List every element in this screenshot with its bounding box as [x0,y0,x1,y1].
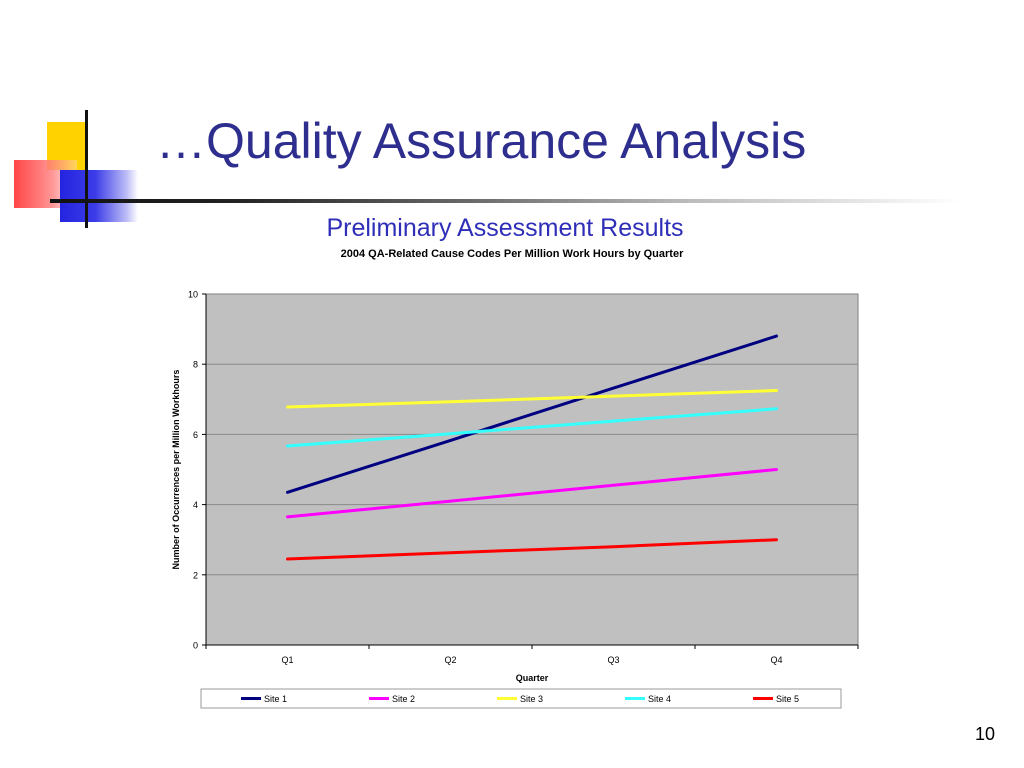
x-tick-label: Q4 [770,655,782,665]
legend-label-site-5: Site 5 [776,694,799,704]
legend-label-site-4: Site 4 [648,694,671,704]
plot-area [205,293,859,646]
legend-box [200,688,842,709]
slide-subtitle: Preliminary Assessment Results [326,214,684,242]
vertical-rule-decoration [85,110,88,228]
y-tick-label: 6 [193,430,198,440]
legend-label-site-1: Site 1 [264,694,287,704]
chart-legend: Site 1 Site 2 Site 3 Site 4 Site 5 [200,688,842,709]
legend-label-site-3: Site 3 [520,694,543,704]
horizontal-rule-decoration [50,199,960,203]
x-tick-label: Q2 [444,655,456,665]
series-line-site-2 [286,468,778,519]
series-line-site-3 [286,389,778,409]
y-tick-label: 0 [193,641,198,651]
y-tick-label: 8 [193,360,198,370]
slide-title: …Quality Assurance Analysis [156,113,807,169]
chart-title: 2004 QA-Related Cause Codes Per Million … [340,248,684,260]
page-number: 10 [974,724,995,744]
series-line-site-1 [286,334,778,494]
y-axis-title: Number of Occurrences per Million Workho… [171,370,181,570]
x-axis-title: Quarter [516,673,549,683]
series-line-site-4 [286,407,778,448]
blue-square-decoration [60,170,138,222]
y-tick-label: 10 [188,290,198,300]
x-tick-label: Q1 [281,655,293,665]
y-tick-label: 2 [193,570,198,580]
x-tick-label: Q3 [607,655,619,665]
legend-label-site-2: Site 2 [392,694,415,704]
y-tick-label: 4 [193,500,198,510]
series-line-site-5 [286,538,778,561]
